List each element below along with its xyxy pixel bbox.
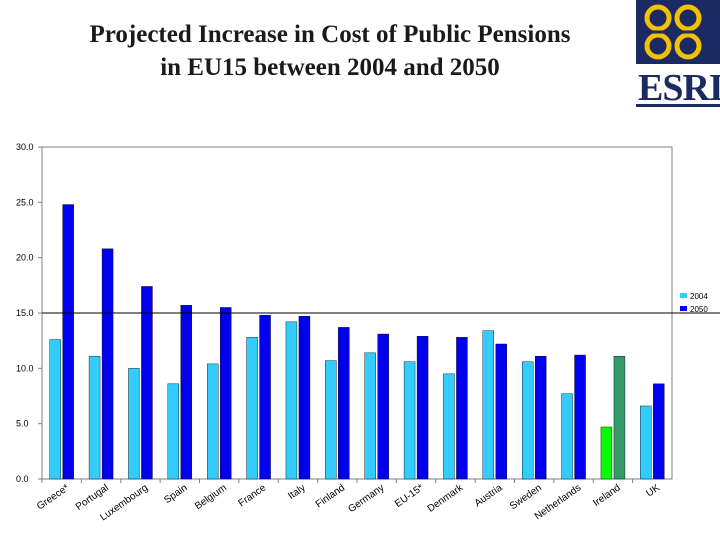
bar-2050 [574,354,586,480]
bar-2050 [101,248,114,480]
bar-2004 [640,405,652,480]
bar-2050 [298,316,311,480]
y-tick-label: 15.0 [16,308,34,318]
legend: 2004 2050 [680,292,708,314]
bar-2004 [206,363,219,480]
x-tick-label: Spain [162,482,189,506]
y-tick-label: 25.0 [16,197,34,207]
bar-2050 [377,333,389,480]
x-tick-label: Austria [473,482,505,509]
x-tick-label: Germany [346,482,386,515]
bar-2004 [49,339,61,480]
logo-underline [636,104,720,107]
bar-2050 [416,336,429,480]
y-axis: 0.0 5.0 10.0 15.0 20.0 25.0 30.0 [16,142,42,484]
title-line-1: Projected Increase in Cost of Public Pen… [89,21,571,48]
bar-2050 [456,337,468,480]
x-tick-label: UK [644,482,662,499]
logo-rings-icon [636,0,720,64]
bar-2050 [534,355,547,480]
bar-2004 [167,383,180,480]
chart-area: 0.0 5.0 10.0 15.0 20.0 25.0 30.0 Greece* Portug… [0,138,720,540]
x-tick-label: Ireland [591,482,622,509]
bar-2004 [128,368,140,480]
bar-2050 [495,343,508,480]
bar-2004 [88,355,101,480]
bar-2004 [443,373,455,480]
y-tick-label: 5.0 [16,419,29,429]
legend-swatch-2004 [680,293,687,298]
bar-2004 [325,360,337,480]
bar-2050 [62,204,74,480]
y-tick-label: 30.0 [16,142,34,152]
bar-2050 [653,383,665,480]
title-line-2: in EU15 between 2004 and 2050 [160,54,500,81]
bar-2050 [259,315,271,480]
bar-2004 [521,361,534,480]
legend-label-2004: 2004 [690,292,708,301]
legend-label-2050: 2050 [690,305,708,314]
slide-title: Projected Increase in Cost of Public Pen… [60,18,600,84]
y-tick-label: 0.0 [16,474,29,484]
x-tick-label: Belgium [193,482,229,512]
bar-2050 [613,355,626,480]
logo-emblem [636,0,720,64]
x-tick-label: France [236,482,268,509]
bar-2050 [180,305,193,480]
esri-logo: ESRI [636,0,720,108]
legend-swatch-2050 [680,306,687,311]
bar-2004 [403,361,416,480]
x-tick-label: Denmark [426,482,466,515]
bar-2004 [364,352,376,480]
bars [41,204,665,483]
y-tick-label: 10.0 [16,363,34,373]
bar-2050 [338,327,350,480]
bar-2004 [561,393,573,480]
bar-2004 [600,426,613,480]
y-tick-label: 20.0 [16,253,34,263]
x-tick-label: Sweden [508,482,544,512]
x-tick-label: Italy [286,482,307,502]
x-tick-label: Greece* [35,482,71,512]
logo-text: ESRI [638,67,720,109]
x-tick-label: Finland [314,482,347,510]
bar-2050 [141,286,153,480]
bar-2004 [482,330,495,480]
bar-2050 [219,307,232,480]
bar-2004 [246,337,258,480]
x-tick-label: EU-15* [393,482,426,510]
bar-chart: 0.0 5.0 10.0 15.0 20.0 25.0 30.0 Greece* Portug… [16,142,720,523]
bar-2004 [285,321,298,480]
